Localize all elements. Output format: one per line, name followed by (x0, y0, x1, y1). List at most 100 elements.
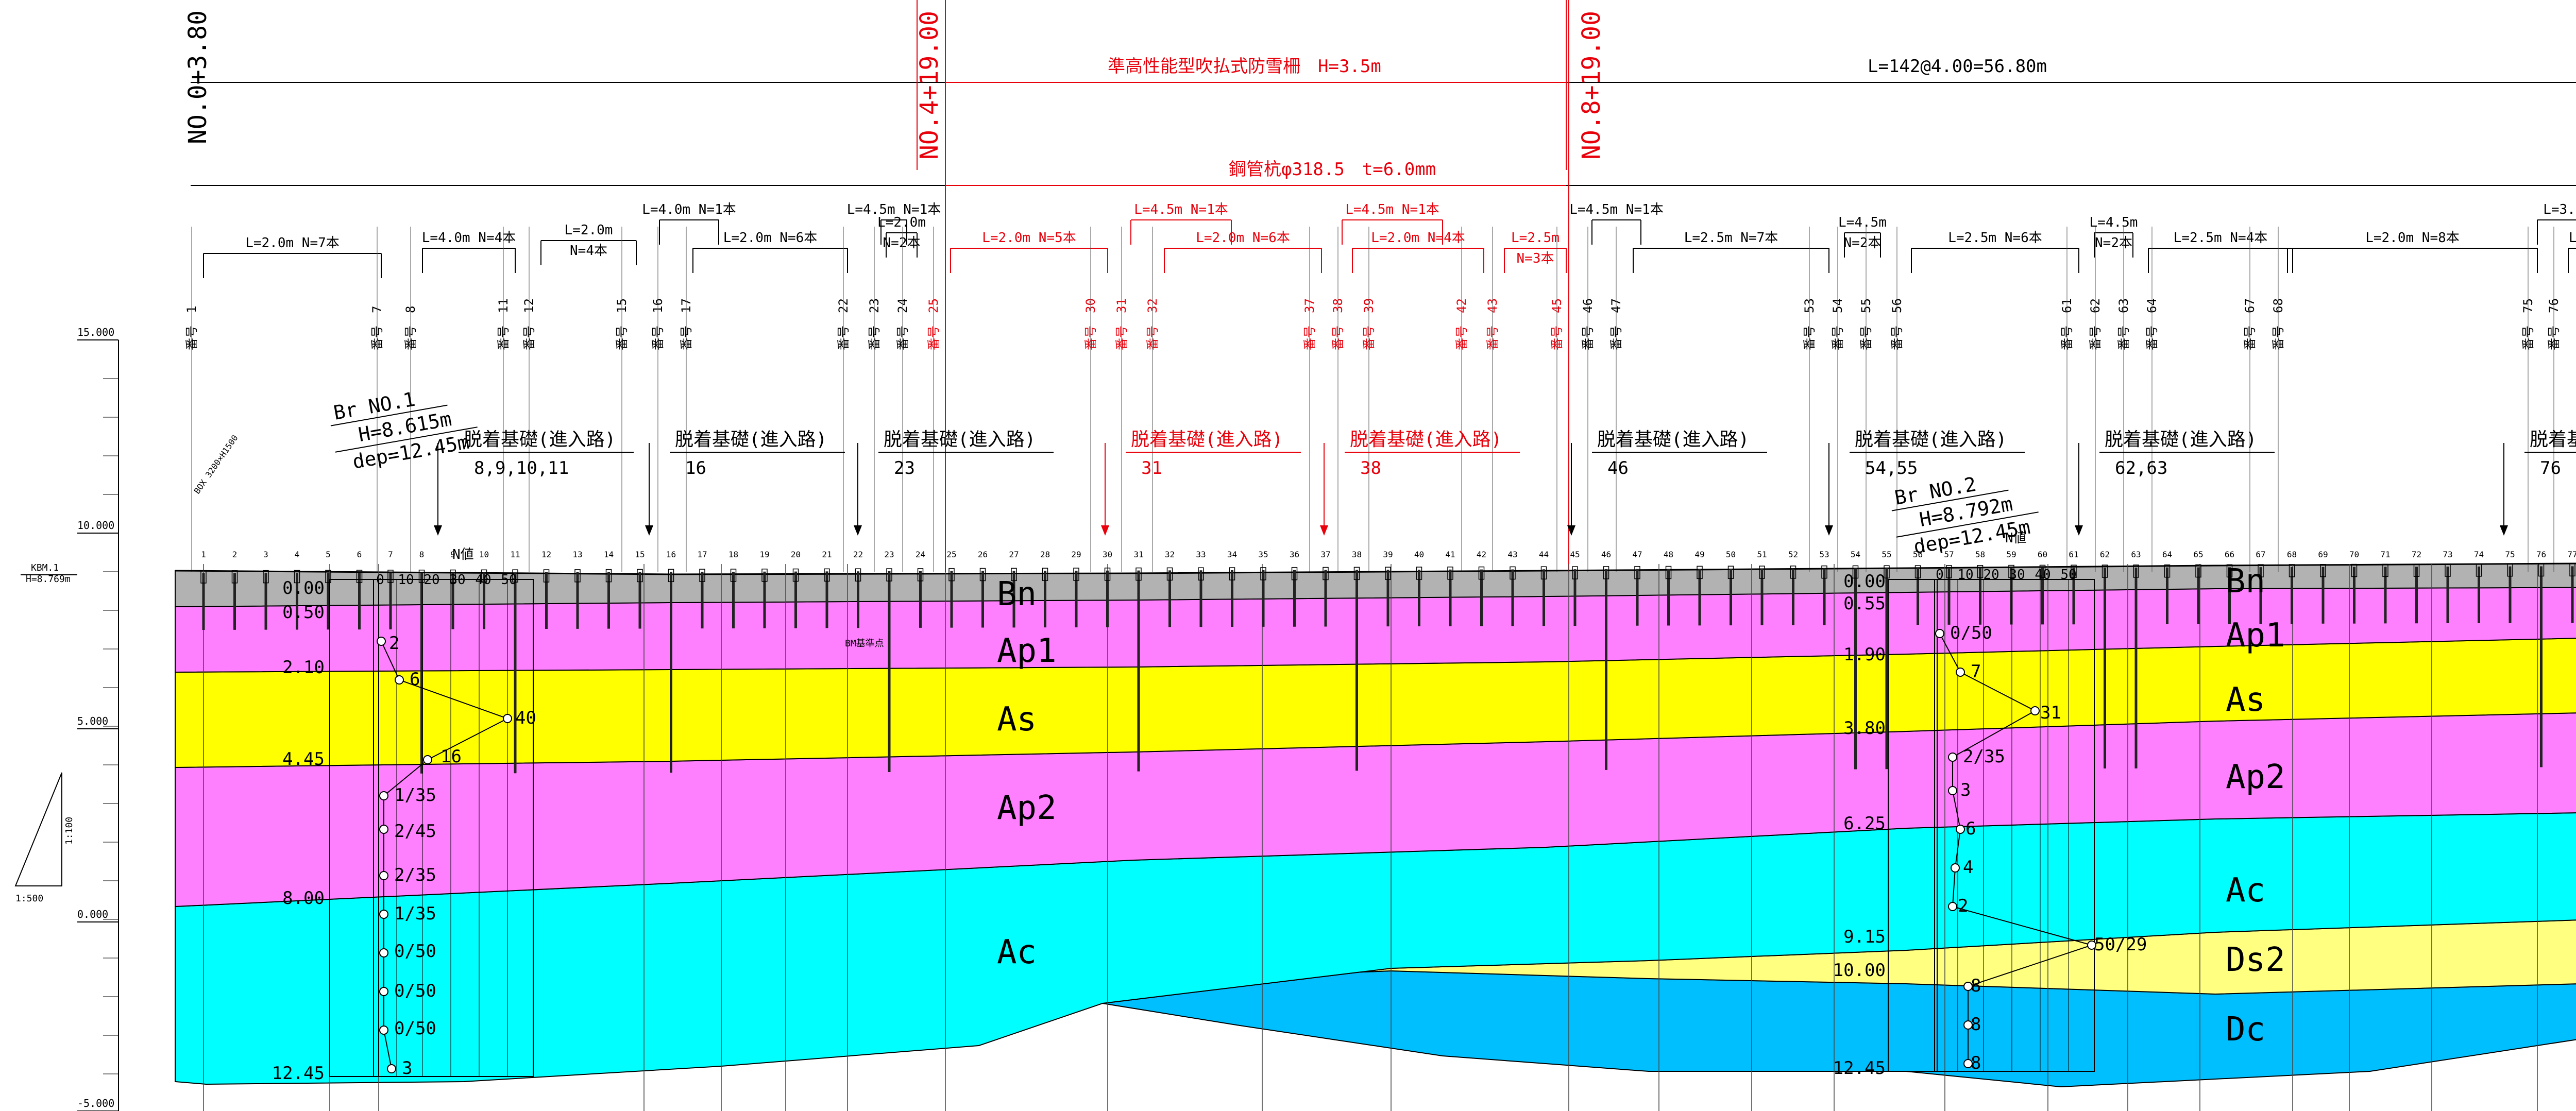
profile-number: 60 (2038, 550, 2047, 559)
profile-number: 38 (1352, 550, 1362, 559)
layer-label-Bn: Bn (2226, 562, 2265, 601)
profile-number: 54 (1851, 550, 1860, 559)
n-scale-tick: 40 (2035, 567, 2050, 583)
pile-group-label: L=4.5m N=1本 (1569, 202, 1664, 217)
profile-number: 29 (1071, 550, 1081, 559)
profile-number: 24 (916, 550, 925, 559)
foundation-title: 脱着基礎(進入路) (1350, 429, 1502, 450)
profile-number: 12 (541, 550, 551, 559)
profile-number: 42 (1477, 550, 1486, 559)
depth-label: 10.00 (1833, 960, 1886, 981)
n-value: 0/50 (394, 1018, 436, 1039)
n-scale-tick: 50 (501, 572, 517, 588)
pile-group-label-2: N=2本 (1844, 235, 1882, 251)
n-scale-tick: 30 (449, 572, 465, 588)
pile-group-10: L=4.5m N=1本 (1342, 202, 1443, 245)
profile-number: 26 (978, 550, 988, 559)
depth-label: 3.80 (1843, 718, 1886, 739)
pile-group-16: L=2.5m N=6本 (1911, 230, 2079, 273)
depth-label: 12.45 (272, 1063, 325, 1084)
pile-group-label: L=2.5m (1511, 230, 1560, 246)
layer-label-Ac: Ac (2226, 871, 2265, 910)
pile-group-label: L=2.0m N=7本 (245, 235, 340, 251)
profile-number: 9 (450, 550, 455, 559)
layer-label-Ap1: Ap1 (997, 632, 1057, 670)
n-value: 2 (389, 633, 399, 654)
pile-group-label: L=3.5m N=1本 (2543, 202, 2576, 217)
pile-number-labels: 番号 1 番号 7 番号 8 番号 11 番号 12 番号 15 番号 16 番号 17 番号 … (184, 227, 2576, 572)
n-scale-tick: 10 (398, 572, 414, 588)
pile-group-label: L=2.5m N=6本 (1948, 230, 2042, 246)
profile-number: 20 (791, 550, 801, 559)
detachable-foundation-labels: 脱着基礎(進入路) 8,9,10,11 脱着基礎(進入路) 16 脱着基礎(進入路) 23… (434, 429, 2576, 536)
profile-number: 77 (2567, 550, 2576, 559)
profile-number: 59 (2006, 550, 2016, 559)
profile-number: 19 (759, 550, 769, 559)
foundation-title: 脱着基礎(進入路) (1855, 429, 2007, 450)
layer-label-Ds2: Ds2 (2226, 941, 2285, 979)
pile-group-18: L=2.5m N=4本 (2148, 230, 2293, 273)
n-value: 0/50 (394, 941, 436, 962)
scale-triangle (14, 772, 62, 886)
n-scale-tick: 10 (1957, 567, 1973, 583)
profile-number: 3 (263, 550, 268, 559)
layer-label-Ac: Ac (997, 933, 1037, 971)
pile-group-21: L=2.0m N=13本 (2568, 230, 2576, 273)
profile-number: 50 (1726, 550, 1736, 559)
profile-number: 51 (1757, 550, 1767, 559)
n-value: 3 (1960, 780, 1971, 800)
foundation-5: 脱着基礎(進入路) 46 (1567, 429, 1767, 536)
foundation-3: 脱着基礎(進入路) 31 (1101, 429, 1301, 536)
pile-group-8: L=4.5m N=1本 (1130, 202, 1232, 245)
depth-label: 9.15 (1843, 927, 1886, 947)
profile-number: 73 (2443, 550, 2452, 559)
n-scale-tick: 30 (2009, 567, 2025, 583)
profile-number: 52 (1788, 550, 1798, 559)
profile-number: 58 (1975, 550, 1985, 559)
profile-number: 71 (2380, 550, 2390, 559)
pile-group-13: L=4.5m N=1本 (1569, 202, 1664, 245)
depth-label: 12.45 (1833, 1058, 1886, 1079)
layer-labels: Bn Ap1 As Ap2 Ac Bn Ap1 As Ap2 Ac Ds2 Dc (997, 562, 2285, 1049)
pile-group-0: L=2.0m N=7本 (203, 235, 382, 278)
profile-number: 57 (1944, 550, 1954, 559)
profile-piles (200, 563, 2575, 774)
profile-number: 17 (697, 550, 707, 559)
pile-group-17: L=4.5m N=2本 (2090, 215, 2138, 258)
profile-number: 36 (1290, 550, 1299, 559)
profile-number: 56 (1913, 550, 1923, 559)
pile-group-4: L=2.0m N=6本 (692, 230, 848, 273)
profile-number: 8 (419, 550, 425, 559)
pile-group-label: L=2.0m N=6本 (723, 230, 818, 246)
slope-note-label: BOX 3200×H1500 (192, 433, 240, 495)
pile-group-label: L=4.0m N=1本 (642, 202, 736, 217)
pile-group-label: L=4.5m N=1本 (847, 202, 941, 217)
profile-number: 21 (822, 550, 832, 559)
n-value: 8 (1971, 1014, 1981, 1035)
pile-group-label: L=4.5m N=1本 (1345, 202, 1439, 217)
foundation-numbers: 23 (894, 458, 915, 478)
foundation-numbers: 16 (685, 458, 706, 478)
pile-group-label: L=2.5m N=7本 (1684, 230, 1778, 246)
kbm-height-label: H=8.769m (26, 574, 71, 585)
n-value: 3 (402, 1058, 412, 1079)
profile-number: 34 (1227, 550, 1237, 559)
foundation-4: 脱着基礎(進入路) 38 (1320, 429, 1520, 536)
depth-label: 1.90 (1843, 644, 1886, 665)
profile-number: 7 (388, 550, 393, 559)
profile-number: 4 (295, 550, 300, 559)
elevation-tick: 15.000 (77, 326, 114, 338)
pile-group-3: L=4.0m N=1本 (642, 202, 736, 245)
n-value: 16 (440, 746, 462, 767)
n-value: 31 (2040, 703, 2061, 723)
scale-h-label: 1:500 (15, 893, 43, 904)
profile-number: 62 (2100, 550, 2110, 559)
profile-number: 48 (1664, 550, 1673, 559)
borehole-1-n-curve (381, 641, 509, 1069)
profile-number: 25 (946, 550, 956, 559)
profile-number: 69 (2318, 550, 2328, 559)
profile-number: 63 (2131, 550, 2141, 559)
profile-number: 66 (2225, 550, 2234, 559)
